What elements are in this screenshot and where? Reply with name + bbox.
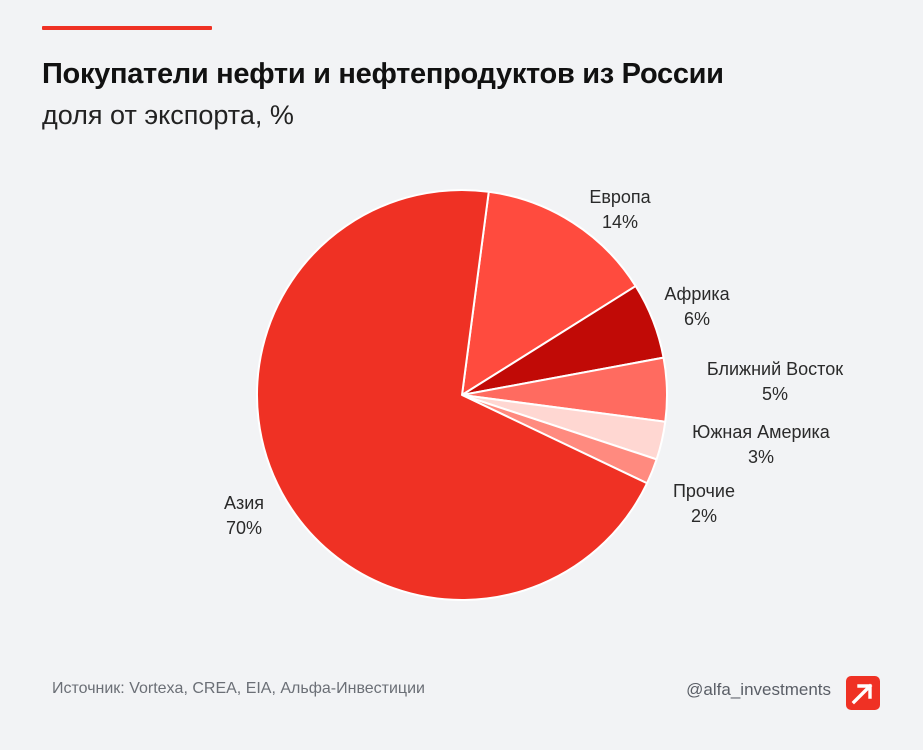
pie-slice (461, 190, 637, 396)
slice-value-label: 6% (684, 309, 710, 329)
slice-label: Ближний Восток (707, 359, 843, 379)
slice-label: Европа (589, 187, 651, 207)
chart-title: Покупатели нефти и нефтепродуктов из Рос… (42, 58, 724, 90)
slice-value-label: 70% (226, 518, 262, 538)
slice-value-label: 2% (691, 506, 717, 526)
pie-slice (256, 189, 649, 601)
chart-subtitle: доля от экспорта, % (42, 100, 294, 130)
source-note: Источник: Vortexa, CREA, EIA, Альфа-Инве… (52, 680, 425, 697)
accent-line (42, 26, 212, 30)
alfa-arrow-logo-icon[interactable] (846, 676, 880, 710)
slice-value-label: 14% (602, 212, 638, 232)
slice-label: Прочие (673, 481, 735, 501)
slice-value-label: 5% (762, 384, 788, 404)
slice-value-label: 3% (748, 447, 774, 467)
slice-label: Африка (664, 284, 730, 304)
slice-label: Южная Америка (692, 422, 831, 442)
social-handle[interactable]: @alfa_investments (686, 680, 831, 699)
slice-label: Азия (224, 493, 264, 513)
